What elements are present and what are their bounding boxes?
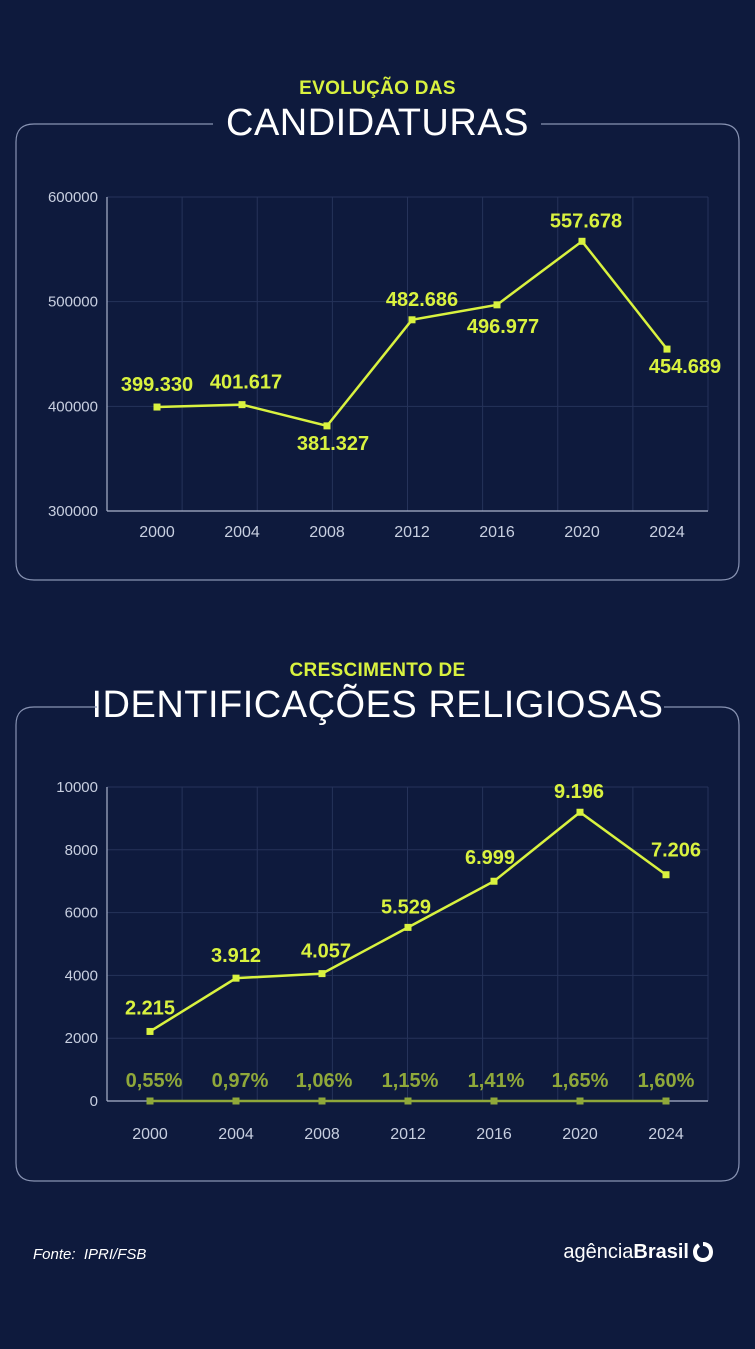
data-point: [153, 403, 161, 411]
data-point: [404, 923, 412, 931]
data-point: [404, 1097, 412, 1105]
data-point: [576, 1097, 584, 1105]
source-note: Fonte: IPRI/FSB: [33, 1246, 146, 1263]
x-tick-label: 2004: [224, 524, 260, 541]
x-tick-label: 2008: [304, 1126, 340, 1143]
data-label: 454.689: [649, 356, 721, 378]
panel-frame: [15, 123, 740, 581]
x-tick-label: 2016: [476, 1126, 512, 1143]
x-tick-label: 2024: [648, 1126, 684, 1143]
x-tick-label: 2020: [564, 524, 600, 541]
y-tick-label: 6000: [65, 905, 98, 922]
data-point: [323, 422, 331, 430]
chart2-title: IDENTIFICAÇÕES RELIGIOSAS: [91, 684, 664, 726]
chart2-subtitle: CRESCIMENTO DE: [289, 660, 466, 681]
x-tick-label: 2016: [479, 524, 515, 541]
data-label: 6.999: [465, 847, 515, 869]
data-label: 1,60%: [638, 1070, 695, 1092]
y-tick-label: 600000: [48, 189, 98, 206]
logo-text-light: agência: [563, 1240, 634, 1263]
data-label: 5.529: [381, 896, 431, 918]
data-label: 496.977: [467, 316, 539, 338]
y-tick-label: 4000: [65, 967, 98, 984]
x-tick-label: 2020: [562, 1126, 598, 1143]
source-value: IPRI/FSB: [83, 1246, 147, 1263]
y-tick-label: 500000: [48, 294, 98, 311]
data-label: 399.330: [121, 374, 193, 396]
x-tick-label: 2000: [132, 1126, 168, 1143]
x-tick-label: 2008: [309, 524, 345, 541]
data-point: [662, 1097, 670, 1105]
data-point: [232, 974, 240, 982]
data-label: 7.206: [651, 840, 701, 862]
chart-identificacoes-religiosas: 0 2000 4000 6000 8000 10000 2000 2004 2008 2012 20…: [15, 706, 740, 1182]
agencia-brasil-logo: agência Brasil: [563, 1240, 715, 1264]
data-label: 4.057: [301, 941, 351, 963]
data-label: 0,97%: [212, 1070, 269, 1092]
data-label: 557.678: [550, 210, 622, 232]
y-tick-label: 8000: [65, 842, 98, 859]
logo-text-bold: Brasil: [633, 1240, 689, 1263]
data-label: 1,06%: [296, 1070, 353, 1092]
x-tick-label: 2012: [394, 524, 430, 541]
y-tick-label: 2000: [65, 1030, 98, 1047]
chart-candidaturas: 300000 400000 500000 600000 2000 2004 2008 2012…: [15, 123, 740, 581]
data-label: 1,41%: [468, 1070, 525, 1092]
data-point: [662, 871, 670, 879]
data-point: [493, 301, 501, 309]
data-point: [232, 1097, 240, 1105]
data-point: [238, 401, 246, 409]
data-label: 1,65%: [552, 1070, 609, 1092]
x-tick-label: 2000: [139, 524, 175, 541]
y-tick-label: 400000: [48, 398, 98, 415]
data-point: [408, 316, 416, 324]
data-point: [490, 877, 498, 885]
data-label: 1,15%: [382, 1070, 439, 1092]
chart1-title: CANDIDATURAS: [226, 102, 529, 144]
data-point: [318, 970, 326, 978]
data-point: [663, 345, 671, 353]
data-label: 9.196: [554, 781, 604, 803]
data-label: 3.912: [211, 945, 261, 967]
data-label: 0,55%: [126, 1070, 183, 1092]
data-label: 401.617: [210, 372, 282, 394]
data-point: [578, 237, 586, 245]
data-label: 381.327: [297, 433, 369, 455]
data-point: [146, 1097, 154, 1105]
y-tick-label: 10000: [56, 779, 98, 796]
y-tick-label: 300000: [48, 503, 98, 520]
data-label: 2.215: [125, 997, 175, 1019]
x-tick-label: 2004: [218, 1126, 254, 1143]
data-point: [490, 1097, 498, 1105]
chart1-subtitle: EVOLUÇÃO DAS: [299, 78, 456, 99]
x-tick-label: 2024: [649, 524, 685, 541]
y-tick-label: 0: [90, 1093, 98, 1110]
data-point: [576, 808, 584, 816]
data-label: 482.686: [386, 289, 458, 311]
data-point: [318, 1097, 326, 1105]
panel-frame: [15, 706, 740, 1182]
data-point: [146, 1027, 154, 1035]
source-label: Fonte:: [33, 1246, 76, 1263]
logo-mark-icon: [693, 1242, 713, 1262]
x-tick-label: 2012: [390, 1126, 426, 1143]
